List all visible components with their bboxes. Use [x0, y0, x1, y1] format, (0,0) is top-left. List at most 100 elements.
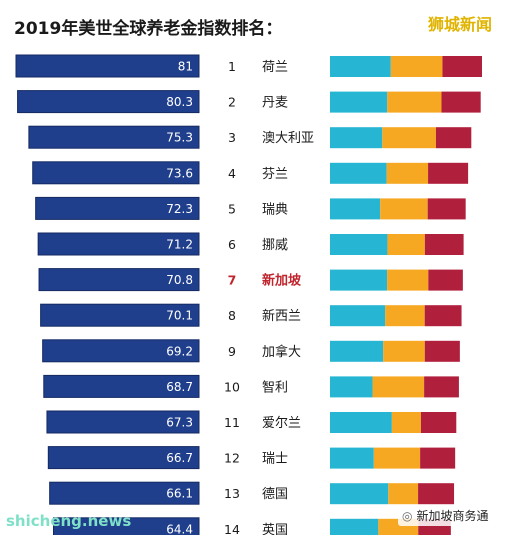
- chart-title: 2019年美世全球养老金指数排名：: [14, 19, 283, 39]
- rank-number-10: 10: [224, 379, 240, 394]
- stacked-segment-7-3: [428, 269, 463, 291]
- rank-number-14: 14: [224, 522, 240, 535]
- stacked-segment-12-2: [373, 447, 421, 469]
- stacked-segment-2-1: [330, 91, 388, 113]
- stacked-segment-5-3: [427, 198, 466, 220]
- stacked-segment-13-1: [330, 483, 389, 505]
- bar-5: [35, 196, 200, 220]
- stacked-segment-14-1: [330, 518, 379, 535]
- stacked-segment-6-1: [330, 234, 388, 255]
- rank-number-4: 4: [228, 166, 236, 181]
- stacked-segment-3-3: [435, 127, 472, 149]
- stacked-segment-13-2: [388, 483, 419, 505]
- stacked-segment-4-1: [330, 162, 387, 184]
- stacked-segment-7-1: [330, 269, 388, 291]
- rank-number-12: 12: [224, 451, 240, 466]
- country-name-2: 丹麦: [262, 96, 288, 111]
- bar-13: [49, 481, 200, 505]
- bar-8: [40, 303, 200, 327]
- bar-10: [43, 374, 200, 398]
- rank-number-8: 8: [228, 308, 236, 323]
- bar-12: [47, 446, 200, 470]
- footer-wechat-account: ◎ 新加坡商务通: [398, 505, 493, 526]
- stacked-segment-12-1: [330, 447, 374, 469]
- stacked-segment-6-2: [387, 234, 425, 255]
- stacked-segment-8-3: [424, 305, 462, 327]
- bar-7: [38, 268, 200, 292]
- rank-number-5: 5: [228, 201, 236, 216]
- footer-watermark-url: shicheng.news: [6, 512, 132, 530]
- bar-value-label-4: 73.6: [166, 166, 193, 180]
- stacked-segment-8-1: [330, 305, 386, 327]
- bar-2: [17, 90, 200, 114]
- stacked-segment-7-2: [387, 269, 429, 291]
- stacked-segment-3-2: [382, 127, 436, 149]
- bar-value-label-9: 69.2: [166, 344, 193, 358]
- stacked-segment-10-3: [424, 376, 459, 398]
- rank-number-9: 9: [228, 344, 236, 359]
- wechat-icon: ◎: [402, 509, 413, 523]
- stacked-segment-1-1: [330, 56, 391, 77]
- country-name-10: 智利: [262, 380, 288, 395]
- stacked-segment-2-2: [387, 91, 442, 113]
- footer-wechat-name: 新加坡商务通: [416, 509, 489, 523]
- stacked-segment-11-2: [391, 412, 421, 433]
- country-name-4: 芬兰: [262, 167, 288, 182]
- rank-number-6: 6: [228, 237, 236, 252]
- bar-value-label-11: 67.3: [166, 416, 193, 430]
- bar-14: [53, 517, 200, 535]
- bar-value-label-10: 68.7: [166, 380, 193, 394]
- stacked-segment-6-3: [424, 234, 464, 255]
- stacked-segment-11-3: [420, 412, 457, 433]
- bar-value-label-8: 70.1: [166, 309, 193, 323]
- bar-value-label-3: 75.3: [166, 131, 193, 145]
- stacked-segment-5-1: [330, 198, 381, 220]
- bar-value-label-13: 66.1: [166, 487, 193, 501]
- bar-6: [37, 232, 200, 256]
- country-name-13: 德国: [262, 487, 288, 502]
- bar-value-label-1: 81: [178, 60, 193, 74]
- country-name-11: 爱尔兰: [262, 416, 301, 431]
- country-name-14: 英国: [262, 523, 288, 535]
- stacked-segment-5-2: [380, 198, 428, 220]
- country-name-7: 新加坡: [262, 273, 302, 289]
- stacked-segment-11-1: [330, 412, 392, 433]
- rank-number-1: 1: [228, 59, 236, 74]
- stacked-segment-8-2: [385, 305, 425, 327]
- country-name-12: 瑞士: [262, 452, 288, 467]
- stacked-segment-1-2: [390, 56, 443, 77]
- stacked-segment-3-1: [330, 127, 383, 149]
- stacked-segment-4-3: [428, 162, 469, 184]
- rank-number-11: 11: [224, 415, 240, 430]
- bar-value-label-7: 70.8: [166, 273, 193, 287]
- country-name-6: 挪威: [262, 238, 288, 253]
- stacked-segment-12-3: [420, 447, 456, 469]
- country-name-5: 瑞典: [262, 202, 288, 217]
- country-name-3: 澳大利亚: [262, 130, 314, 146]
- rank-number-7: 7: [228, 273, 237, 288]
- bar-1: [15, 54, 200, 78]
- stacked-segment-2-3: [441, 91, 481, 113]
- bar-value-label-2: 80.3: [166, 95, 193, 109]
- bar-value-label-14: 64.4: [166, 522, 193, 535]
- rank-number-2: 2: [228, 95, 236, 110]
- stacked-segment-1-3: [442, 56, 482, 77]
- stacked-segment-9-3: [424, 340, 460, 362]
- stacked-segment-10-1: [330, 376, 373, 398]
- bar-9: [42, 339, 200, 363]
- bar-value-label-12: 66.7: [166, 451, 193, 465]
- stacked-segment-9-1: [330, 340, 384, 362]
- bar-3: [28, 125, 200, 149]
- country-name-9: 加拿大: [262, 344, 301, 360]
- bar-value-label-6: 71.2: [166, 238, 193, 252]
- country-name-1: 荷兰: [262, 60, 288, 75]
- country-name-8: 新西兰: [262, 308, 301, 324]
- bar-4: [32, 161, 200, 185]
- rank-number-13: 13: [224, 486, 240, 501]
- stacked-segment-4-2: [386, 162, 429, 184]
- stacked-segment-13-3: [418, 483, 455, 505]
- stacked-segment-10-2: [372, 376, 425, 398]
- stacked-segment-9-2: [383, 340, 425, 362]
- rank-number-3: 3: [228, 130, 236, 145]
